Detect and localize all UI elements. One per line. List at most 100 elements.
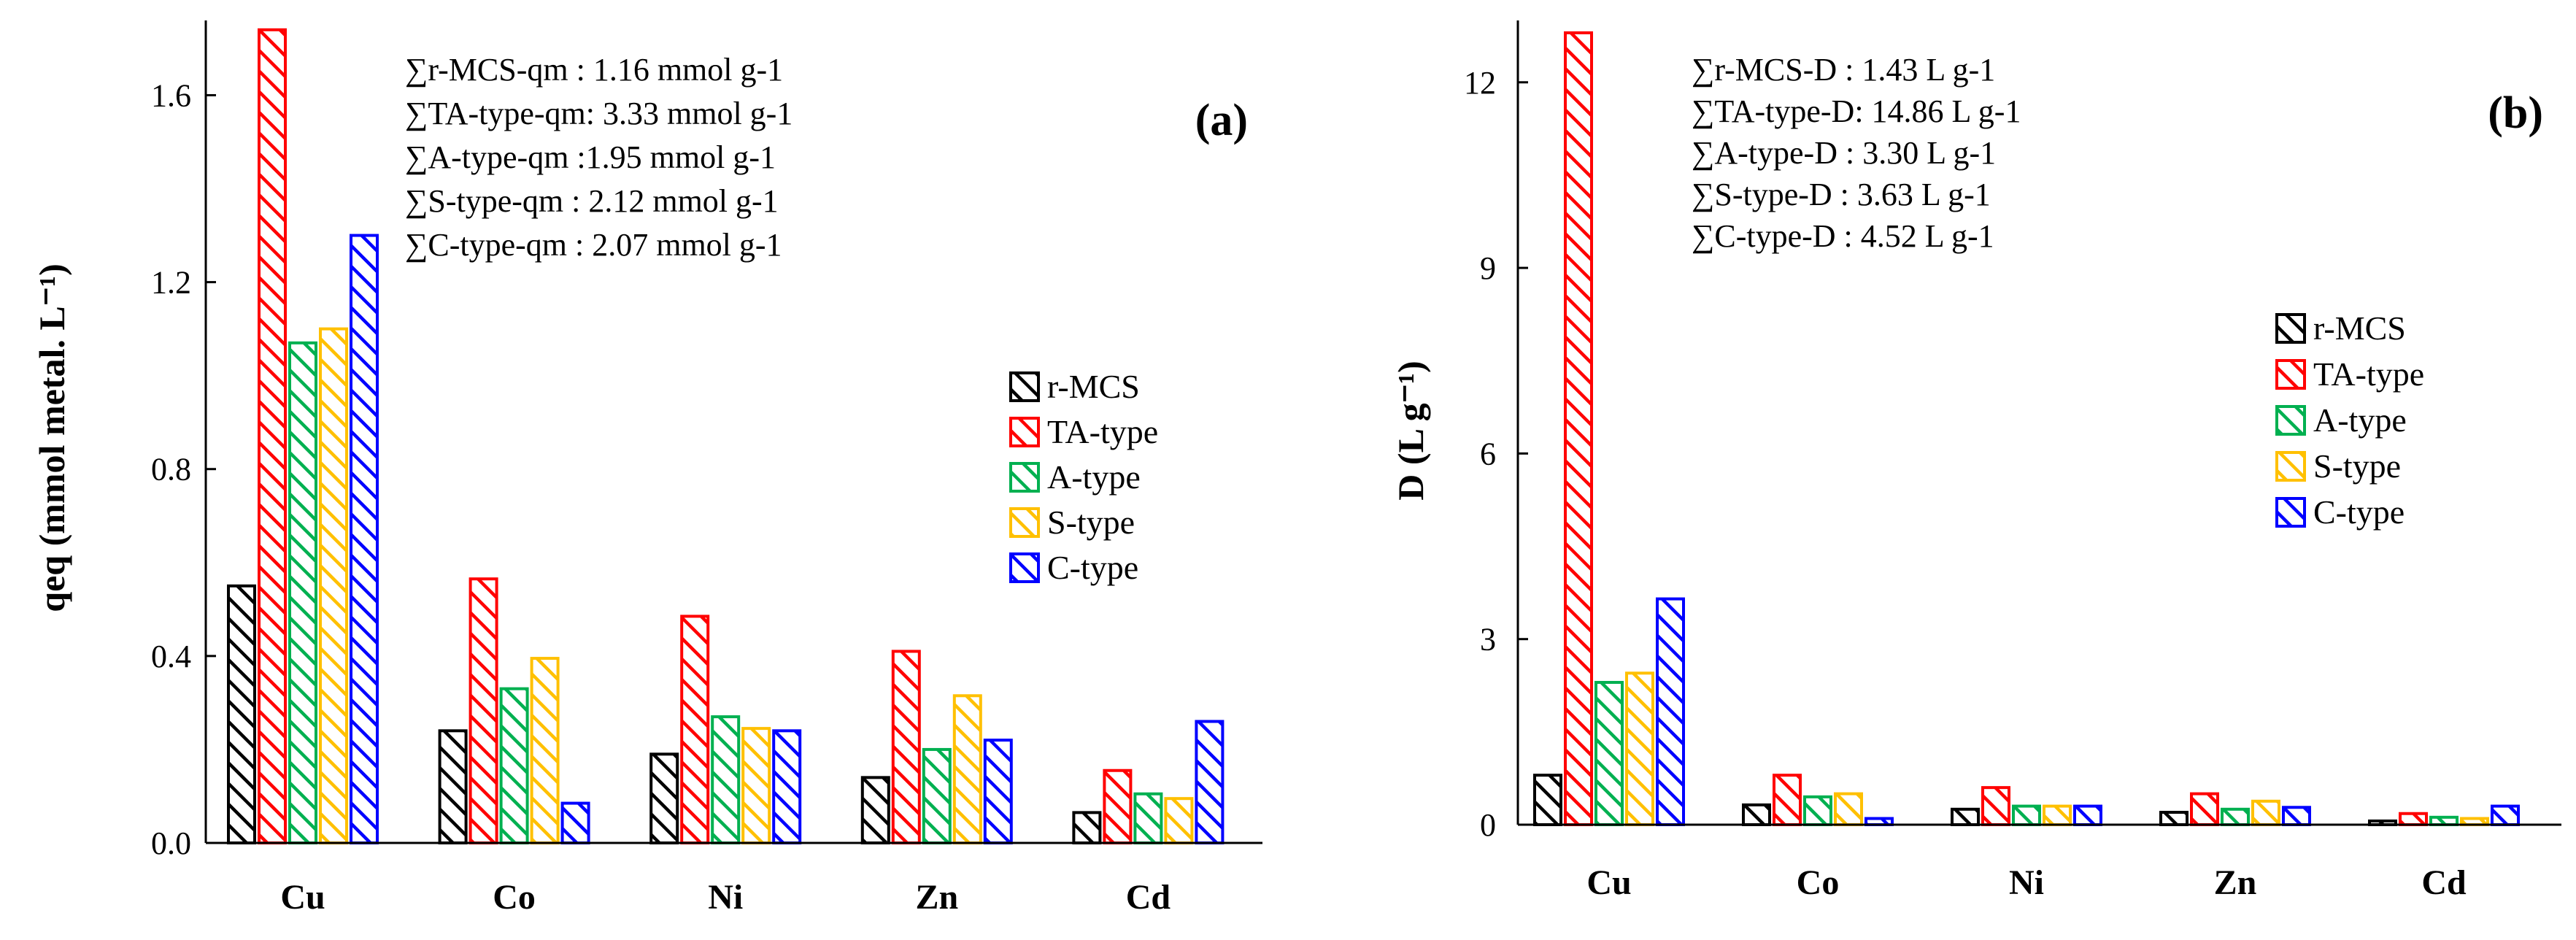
bar-s-type-cd [1164, 797, 1194, 844]
legend-label: C-type [1047, 549, 1138, 586]
bar-s-type-cu [319, 327, 348, 844]
bar-r-mcs-zn [860, 776, 890, 845]
y-ticks-a: 0.0 0.4 0.8 1.2 1.6 [151, 77, 216, 861]
bar-c-type-cd [2491, 804, 2520, 826]
bar-ta-type-zn [2190, 792, 2219, 826]
panel-letter: (b) [2488, 88, 2543, 138]
legend-a: r-MCS TA-type A-type S-type C-type [1009, 368, 1158, 586]
bar-c-type-co [560, 801, 590, 845]
bar-ta-type-cd [1103, 768, 1133, 845]
bar-a-type-co [1803, 795, 1832, 827]
legend-label: C-type [2313, 493, 2405, 531]
bar-a-type-ni [2012, 804, 2041, 826]
bar-r-mcs-ni [1951, 807, 1980, 827]
bar-a-type-zn [2221, 807, 2250, 827]
legend-label: r-MCS [2313, 309, 2406, 347]
panel-letter: (a) [1195, 96, 1248, 145]
bar-a-type-cu [288, 341, 317, 845]
annotation-text: ∑r-MCS-qm : 1.16 mmol g-1 [405, 52, 783, 88]
bar-a-type-cd [1133, 792, 1163, 844]
x-tick-label: Cd [2421, 863, 2467, 902]
bar-s-type-co [1834, 792, 1863, 826]
x-tick-label: Ni [2009, 863, 2044, 902]
annotation-text: ∑A-type-D : 3.30 L g-1 [1692, 135, 1996, 171]
annotation-text: ∑A-type-qm :1.95 mmol g-1 [405, 139, 776, 175]
y-tick-label: 0 [1480, 807, 1496, 843]
legend-swatch-s-type [1009, 507, 1040, 538]
y-axis-label: qeq (mmol metal. L⁻¹) [31, 263, 72, 612]
x-tick-label: Co [493, 878, 536, 917]
y-tick-label: 1.2 [151, 265, 191, 301]
bar-r-mcs-ni [649, 752, 679, 844]
bar-a-type-cu [1594, 681, 1624, 826]
legend-label: S-type [1047, 504, 1135, 541]
x-tick-label: Cd [1126, 878, 1171, 917]
bar-ta-type-ni [680, 615, 710, 844]
bar-a-type-zn [922, 747, 952, 844]
x-labels-a: Cu Co Ni Zn Cd [280, 878, 1171, 917]
bar-a-type-ni [711, 715, 741, 845]
y-axis-label: D (L g⁻¹) [1390, 361, 1431, 500]
x-tick-label: Zn [2214, 863, 2257, 902]
annotation-text: ∑S-type-qm : 2.12 mmol g-1 [405, 183, 779, 219]
legend-label: TA-type [1047, 413, 1158, 450]
bar-r-mcs-cd [1072, 811, 1102, 844]
bar-r-mcs-cu [1533, 774, 1562, 826]
x-tick-label: Cu [1586, 863, 1631, 902]
legend-label: A-type [1047, 458, 1141, 496]
y-tick-label: 6 [1480, 436, 1496, 471]
y-tick-label: 3 [1480, 622, 1496, 658]
bar-ta-type-ni [1981, 786, 2010, 826]
legend-swatch-a-type [2275, 405, 2306, 436]
chart-a-svg: 0.0 0.4 0.8 1.2 1.6 Cu Co Ni Zn Cd qeq (mmol met… [31, 20, 1262, 917]
legend-swatch-r-mcs [2275, 313, 2306, 344]
x-labels-b: Cu Co Ni Zn Cd [1586, 863, 2467, 902]
annotations-b: ∑r-MCS-D : 1.43 L g-1 ∑TA-type-D: 14.86 L… [1692, 52, 2021, 254]
bar-ta-type-co [1773, 774, 1802, 826]
y-tick-label: 1.6 [151, 77, 191, 113]
y-tick-label: 0.0 [151, 825, 191, 861]
legend-swatch-r-mcs [1009, 371, 1040, 402]
legend-swatch-ta-type [1009, 417, 1040, 447]
legend-swatch-ta-type [2275, 359, 2306, 390]
annotation-text: ∑r-MCS-D : 1.43 L g-1 [1692, 52, 1995, 88]
y-tick-label: 12 [1464, 65, 1496, 101]
bar-s-type-ni [2043, 804, 2072, 826]
bar-r-mcs-cu [227, 584, 256, 844]
bar-r-mcs-co [438, 729, 468, 844]
y-tick-label: 9 [1480, 250, 1496, 286]
y-tick-label: 0.4 [151, 639, 191, 674]
bar-c-type-zn [983, 739, 1013, 844]
legend-swatch-c-type [1009, 552, 1040, 583]
bar-s-type-cu [1625, 671, 1654, 826]
x-tick-label: Cu [280, 878, 325, 917]
bars-group-b [1533, 31, 2520, 827]
x-tick-label: Zn [915, 878, 958, 917]
annotation-text: ∑C-type-D : 4.52 L g-1 [1692, 218, 1994, 254]
bars-group-a [227, 28, 1225, 845]
y-ticks-b: 0 3 6 9 12 [1464, 65, 1528, 843]
bar-s-type-ni [741, 727, 771, 844]
legend-label: A-type [2313, 401, 2407, 439]
legend-b: r-MCS TA-type A-type S-type C-type [2275, 309, 2424, 531]
legend-label: r-MCS [1047, 368, 1140, 405]
bar-c-type-cu [1656, 597, 1685, 826]
bar-ta-type-cu [258, 28, 287, 845]
bar-c-type-zn [2282, 806, 2311, 827]
x-tick-label: Co [1797, 863, 1840, 902]
annotation-text: ∑C-type-qm : 2.07 mmol g-1 [405, 227, 782, 263]
bar-a-type-co [499, 687, 529, 844]
annotations-a: ∑r-MCS-qm : 1.16 mmol g-1 ∑TA-type-qm: 3.… [405, 52, 793, 263]
legend-swatch-s-type [2275, 451, 2306, 482]
bar-c-type-ni [772, 729, 802, 844]
bar-ta-type-cd [2399, 812, 2428, 827]
annotation-text: ∑TA-type-D: 14.86 L g-1 [1692, 93, 2021, 129]
annotation-text: ∑TA-type-qm: 3.33 mmol g-1 [405, 96, 793, 131]
legend-swatch-a-type [1009, 462, 1040, 493]
bar-r-mcs-zn [2159, 811, 2189, 826]
bar-r-mcs-co [1742, 803, 1771, 827]
annotation-text: ∑S-type-D : 3.63 L g-1 [1692, 177, 1991, 212]
bar-s-type-zn [2251, 799, 2280, 827]
bar-s-type-zn [952, 694, 982, 844]
bar-c-type-ni [2073, 804, 2102, 826]
